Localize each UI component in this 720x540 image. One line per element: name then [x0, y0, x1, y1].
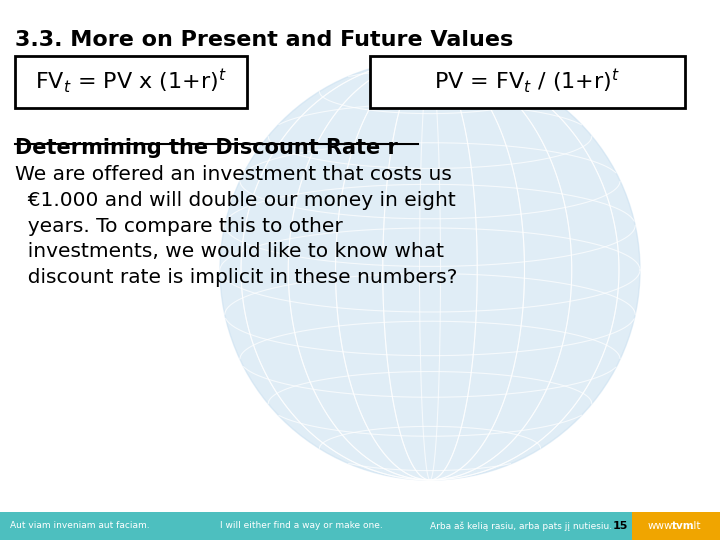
Text: Aut viam inveniam aut faciam.: Aut viam inveniam aut faciam.	[10, 522, 150, 530]
Text: PV = FV$_t$ / (1+r)$^t$: PV = FV$_t$ / (1+r)$^t$	[434, 68, 621, 96]
Circle shape	[220, 60, 640, 480]
FancyBboxPatch shape	[0, 512, 632, 540]
Text: tvm: tvm	[672, 521, 695, 531]
FancyBboxPatch shape	[15, 56, 247, 108]
FancyBboxPatch shape	[632, 512, 720, 540]
Text: Arba aš kelią rasiu, arba pats jį nutiesiu.: Arba aš kelią rasiu, arba pats jį nuties…	[430, 521, 612, 531]
Text: We are offered an investment that costs us
  €1.000 and will double our money in: We are offered an investment that costs …	[15, 165, 457, 287]
Text: FV$_t$ = PV x (1+r)$^t$: FV$_t$ = PV x (1+r)$^t$	[35, 68, 227, 96]
Text: www.: www.	[648, 521, 676, 531]
Text: 3.3. More on Present and Future Values: 3.3. More on Present and Future Values	[15, 30, 513, 50]
Text: I will either find a way or make one.: I will either find a way or make one.	[220, 522, 383, 530]
Text: 15: 15	[613, 521, 628, 531]
FancyBboxPatch shape	[370, 56, 685, 108]
Text: Determining the Discount Rate r: Determining the Discount Rate r	[15, 138, 398, 158]
Text: .lt: .lt	[691, 521, 701, 531]
